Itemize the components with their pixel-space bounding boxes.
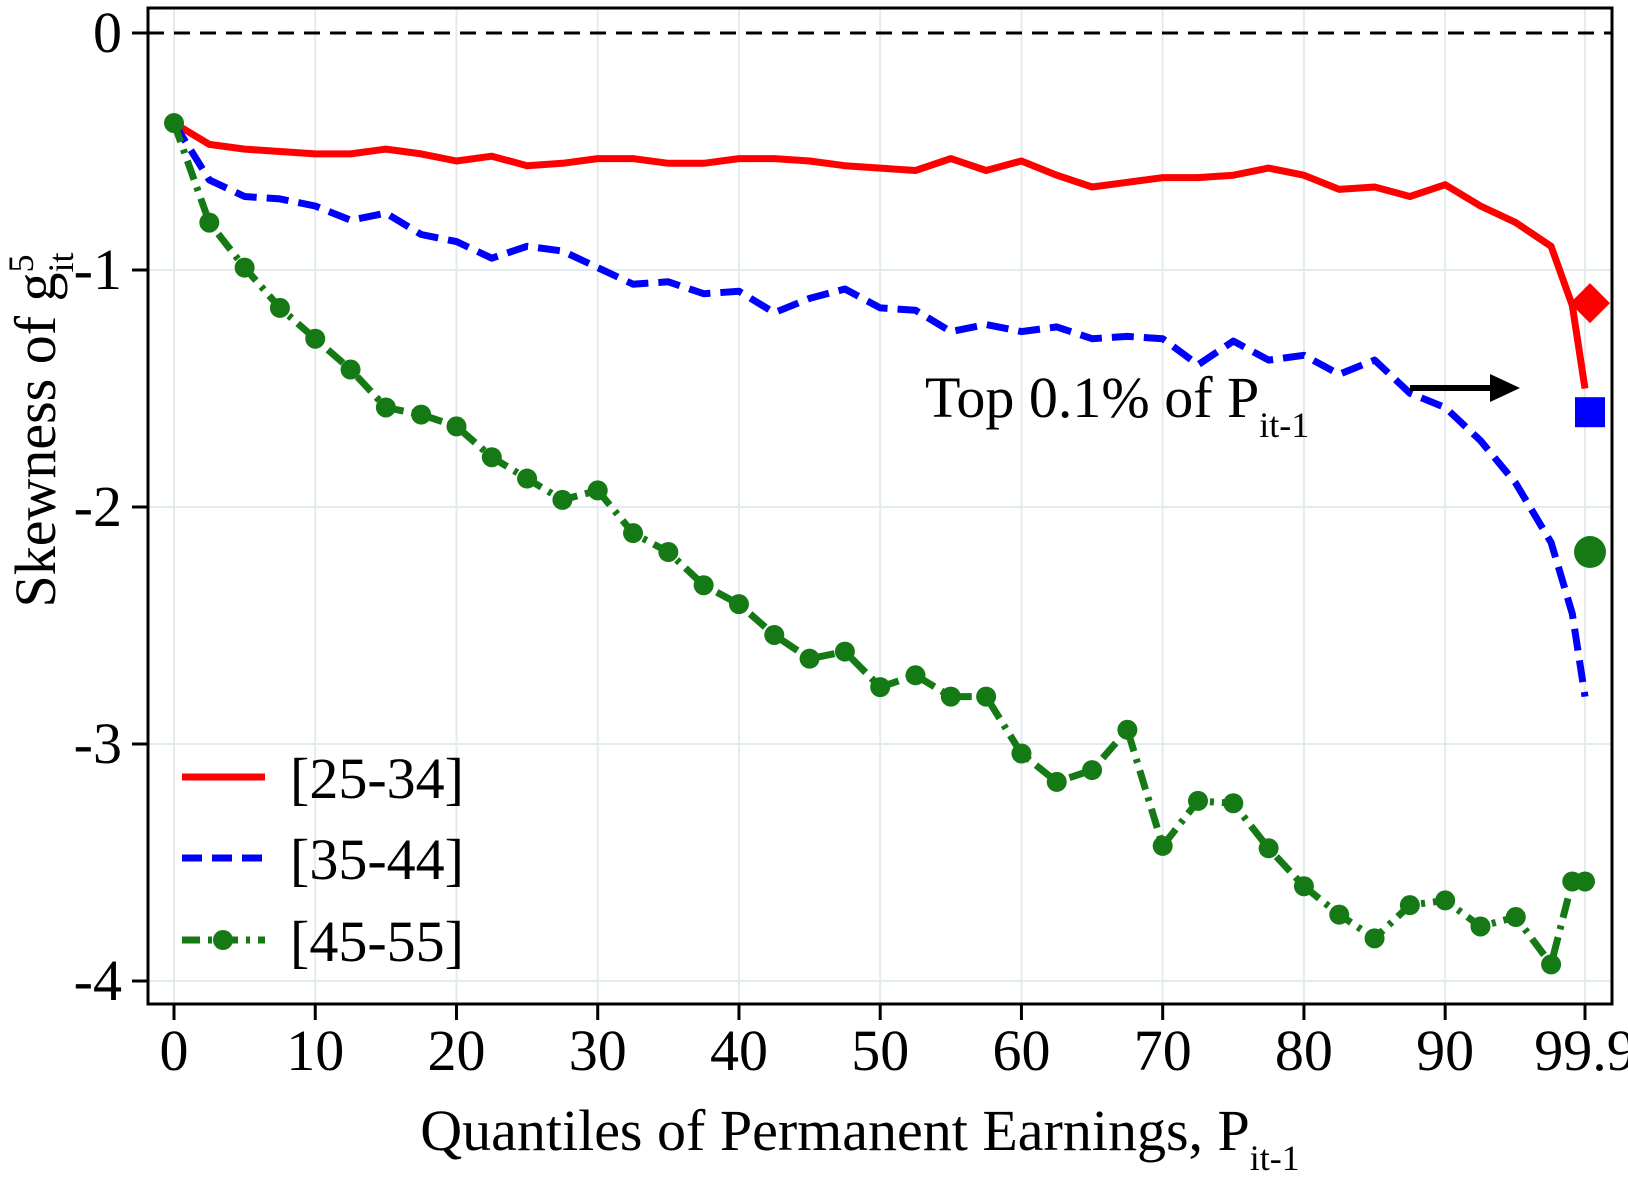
x-tick-label: 0	[160, 1018, 189, 1083]
data-point-45-55	[1011, 743, 1031, 763]
y-tick-label: 0	[93, 0, 122, 65]
data-point-45-55	[1400, 895, 1420, 915]
x-tick-label: 99.9	[1534, 1018, 1628, 1083]
data-point-45-55	[1082, 760, 1102, 780]
data-point-45-55	[1259, 838, 1279, 858]
x-tick-label: 40	[710, 1018, 768, 1083]
data-point-45-55	[517, 469, 537, 489]
data-point-45-55	[729, 594, 749, 614]
data-point-45-55	[1575, 871, 1595, 891]
y-axis-ticks: 0-1-2-3-4	[74, 0, 148, 1013]
data-point-45-55	[623, 523, 643, 543]
data-point-45-55	[764, 625, 784, 645]
x-axis-title-sub: it-1	[1250, 1138, 1300, 1178]
data-point-45-55	[1294, 876, 1314, 896]
data-point-45-55	[588, 480, 608, 500]
data-point-45-55	[199, 213, 219, 233]
data-point-45-55	[270, 298, 290, 318]
legend-label-35-44: [35-44]	[290, 827, 464, 892]
top-marker-35-44	[1575, 397, 1605, 427]
data-point-45-55	[1223, 793, 1243, 813]
legend-label-25-34: [25-34]	[290, 746, 464, 811]
annotation-main: Top 0.1% of P	[925, 365, 1259, 430]
data-point-45-55	[1117, 720, 1137, 740]
x-tick-label: 30	[569, 1018, 627, 1083]
data-point-45-55	[1047, 772, 1067, 792]
data-point-45-55	[658, 542, 678, 562]
annotation-sub: it-1	[1259, 405, 1309, 445]
x-tick-label: 90	[1416, 1018, 1474, 1083]
y-tick-label: -3	[74, 711, 122, 776]
y-axis-title-sup: 5	[1, 254, 41, 272]
data-point-45-55	[870, 677, 890, 697]
x-axis-title-main: Quantiles of Permanent Earnings, P	[420, 1098, 1250, 1163]
x-axis-title: Quantiles of Permanent Earnings, Pit-1	[420, 1098, 1300, 1178]
legend-item-35-44: [35-44]	[182, 827, 464, 892]
legend-label-45-55: [45-55]	[290, 909, 464, 974]
legend-item-25-34: [25-34]	[182, 746, 464, 811]
data-point-45-55	[941, 687, 961, 707]
data-point-45-55	[1506, 907, 1526, 927]
x-tick-label: 10	[286, 1018, 344, 1083]
data-point-45-55	[906, 665, 926, 685]
data-point-45-55	[305, 329, 325, 349]
y-axis-title: Skewness of g5it	[1, 252, 81, 607]
data-point-45-55	[164, 113, 184, 133]
x-tick-label: 50	[851, 1018, 909, 1083]
x-tick-label: 20	[427, 1018, 485, 1083]
data-point-45-55	[1365, 928, 1385, 948]
legend: [25-34] [35-44] [45-55]	[182, 746, 464, 974]
top-marker-45-55	[1574, 536, 1606, 568]
y-tick-label: -2	[74, 474, 122, 539]
data-point-45-55	[411, 405, 431, 425]
x-tick-label: 80	[1275, 1018, 1333, 1083]
data-point-45-55	[976, 687, 996, 707]
legend-marker-45-55	[213, 930, 233, 950]
data-point-45-55	[446, 416, 466, 436]
data-point-45-55	[694, 575, 714, 595]
data-point-45-55	[1470, 916, 1490, 936]
data-point-45-55	[1435, 890, 1455, 910]
data-point-45-55	[341, 360, 361, 380]
legend-item-45-55: [45-55]	[182, 909, 464, 974]
data-point-45-55	[1188, 791, 1208, 811]
data-point-45-55	[1541, 954, 1561, 974]
data-point-45-55	[376, 397, 396, 417]
data-point-45-55	[835, 642, 855, 662]
y-axis-title-main: Skewness of g	[3, 272, 68, 607]
annotation-text: Top 0.1% of Pit-1	[925, 365, 1309, 445]
data-point-45-55	[1329, 905, 1349, 925]
data-point-45-55	[1153, 836, 1173, 856]
data-point-45-55	[482, 447, 502, 467]
data-point-45-55	[552, 490, 572, 510]
y-axis-title-sub: it	[41, 252, 81, 272]
x-tick-label: 70	[1134, 1018, 1192, 1083]
x-axis-ticks: 0 10 20 30 40 50 60 70 80 90 99.9	[160, 1004, 1628, 1083]
data-point-45-55	[800, 649, 820, 669]
x-tick-label: 60	[992, 1018, 1050, 1083]
y-tick-label: -4	[74, 948, 122, 1013]
data-point-45-55	[235, 258, 255, 278]
